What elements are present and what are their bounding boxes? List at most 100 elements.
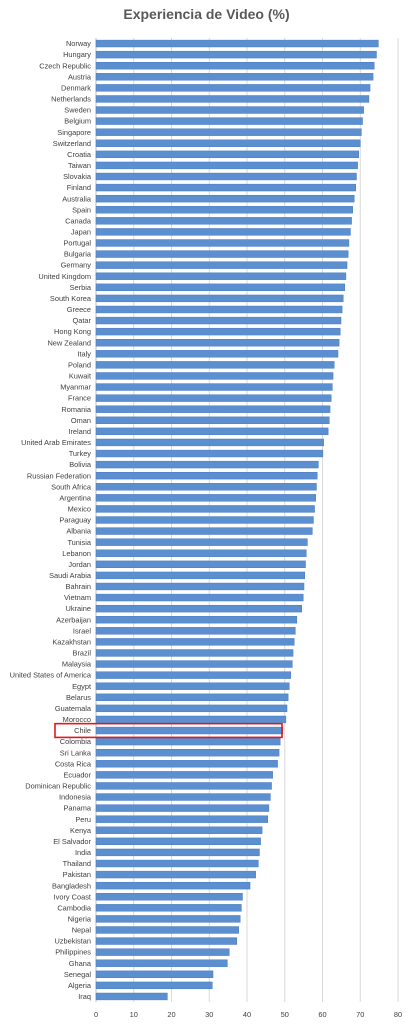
category-label: Serbia [70,283,92,292]
bar [95,582,305,591]
bar [95,50,377,59]
bar [95,826,263,834]
bar [95,538,308,546]
category-label: Qatar [73,316,92,325]
category-label: Guatemala [55,704,92,713]
category-label: Taiwan [68,161,91,170]
x-tick-label: 10 [130,1010,138,1019]
category-label: Bangladesh [52,881,91,890]
category-label: Bahrain [66,582,91,591]
category-label: Azerbaijan [56,615,91,624]
bar [95,460,319,469]
bar [95,737,281,746]
category-label: Cambodia [57,903,92,912]
category-label: Ukraine [66,604,91,613]
category-label: El Salvador [53,837,91,846]
bar [95,150,359,159]
bar [95,704,288,713]
category-label: Jordan [68,560,91,569]
x-tick-label: 60 [318,1010,326,1019]
category-label: Nepal [72,926,92,935]
category-label: Oman [71,416,91,425]
category-label: Peru [75,815,91,824]
bar [95,749,280,757]
category-label: Ivory Coast [54,892,91,901]
bar [95,904,242,912]
category-label: South Korea [50,294,92,303]
category-label: Belarus [66,693,91,702]
category-label: Dominican Republic [25,782,91,791]
category-label: Bulgaria [64,250,92,259]
bar [95,183,356,192]
category-label: Ecuador [63,770,91,779]
category-label: Belgium [64,117,91,126]
bar [95,937,238,945]
bar [95,516,314,524]
bar [95,327,341,336]
category-label: Kuwait [69,372,91,381]
bar [95,427,329,436]
bar [95,372,334,380]
category-label: Thailand [63,859,91,868]
category-label: South Africa [51,482,92,491]
category-label: Bolivia [69,460,92,469]
bar [95,39,379,48]
bar [95,571,306,580]
bar [95,361,335,369]
bar [95,172,357,181]
bar [95,128,362,136]
bar [95,416,330,424]
category-label: Austria [68,72,92,81]
category-label: Senegal [64,970,91,979]
category-label: Chile [74,726,91,735]
category-label: Philippines [55,948,91,957]
bar [95,206,353,214]
bar [95,239,350,247]
bar [95,981,213,990]
bar [95,84,371,92]
category-label: Mexico [68,505,91,514]
category-label: United Kingdom [38,272,91,281]
bar [95,671,292,679]
bar [95,73,374,81]
bar [95,726,284,735]
bars [95,39,379,1001]
bar [95,970,214,978]
category-label: Poland [68,360,91,369]
category-label: Japan [71,228,91,237]
bar [95,549,307,557]
category-label: France [68,394,91,403]
category-label: Sweden [64,106,91,115]
bar [95,250,349,258]
category-label: Uzbekistan [54,937,91,946]
category-label: Egypt [72,682,91,691]
bar [95,194,355,203]
category-label: Panama [63,804,91,813]
bar [95,627,296,635]
category-label: India [75,848,92,857]
x-tick-label: 20 [167,1010,175,1019]
category-label: Algeria [68,981,92,990]
highlight-layer [54,722,283,739]
category-label: Russian Federation [27,471,91,480]
bar [95,339,340,347]
bar [95,638,295,646]
bar [95,815,269,823]
bar [95,870,256,879]
category-label: Brazil [73,649,92,658]
bar [95,106,364,114]
category-label: Italy [77,349,91,358]
category-label: Costa Rica [55,759,92,768]
bar [95,438,324,447]
category-label: Germany [61,261,92,270]
category-label: Paraguay [59,516,91,525]
category-label: Colombia [60,737,92,746]
bar [95,316,342,325]
bar [95,394,332,402]
category-label: Singapore [57,128,91,137]
x-tick-label: 70 [356,1010,364,1019]
category-label: Kazakhstan [52,637,91,646]
bar [95,471,318,480]
category-label: Saudi Arabia [49,571,92,580]
